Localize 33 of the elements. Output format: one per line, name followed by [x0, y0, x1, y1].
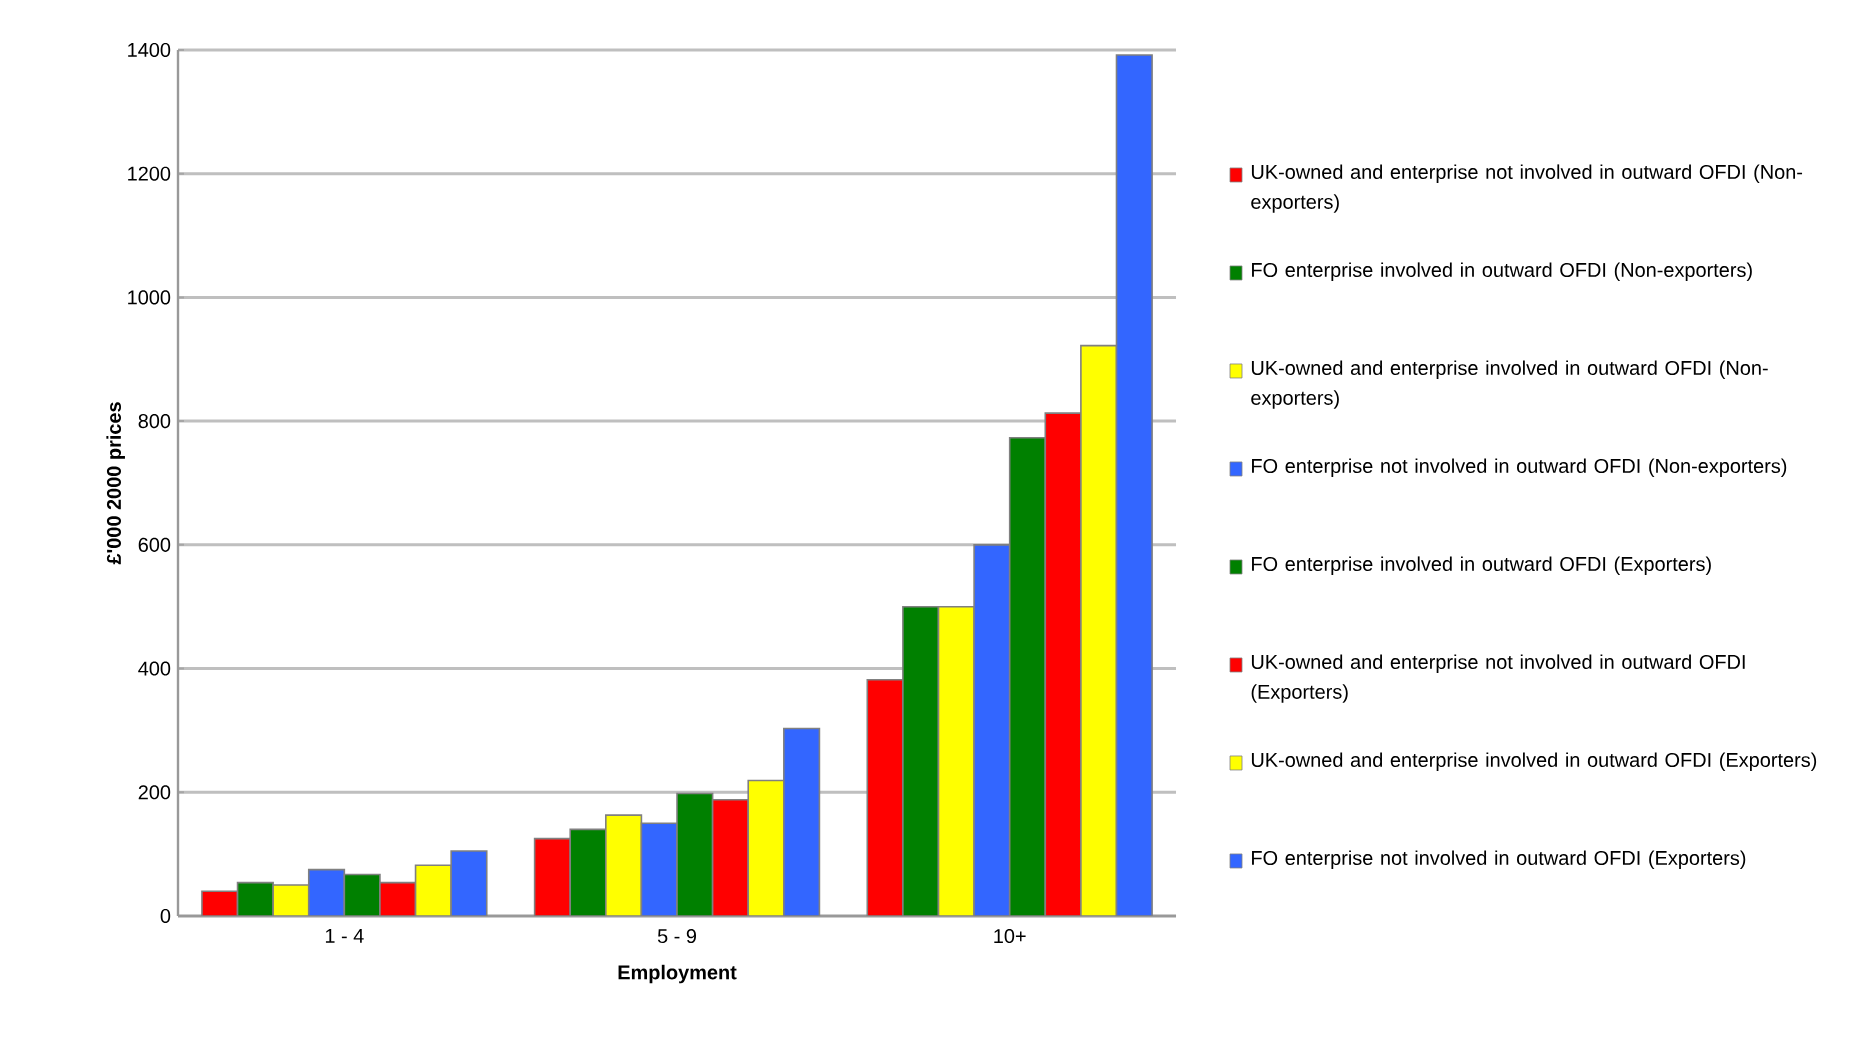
bar: [937, 605, 975, 916]
legend-label: UK-owned and enterprise not involved in outward OFDI (Non-exporters): [1251, 164, 1803, 213]
bar: [605, 814, 643, 916]
bar: [902, 605, 940, 916]
y-axis-title: £'000 2000 prices: [106, 402, 125, 565]
x-tick-label: 5 - 9: [657, 929, 697, 944]
legend-label: FO enterprise involved in outward OFDI (Exporters): [1252, 556, 1711, 575]
bar: [307, 868, 346, 916]
bar: [973, 544, 1011, 916]
legend-label: FO enterprise not involved in outward OFDI (Non-exporters): [1252, 458, 1787, 477]
bar: [343, 873, 381, 916]
bar: [569, 828, 607, 916]
bar: [236, 881, 274, 916]
y-tick-label: 800: [138, 414, 171, 429]
y-tick-label: 1400: [128, 42, 171, 58]
legend-label: UK-owned and enterprise not involved in outward OFDI (Exporters): [1251, 654, 1745, 703]
y-tick-label: 200: [138, 785, 171, 800]
legend-label: UK-owned and enterprise involved in outward OFDI (Exporters): [1251, 752, 1817, 771]
y-tick-label: 0: [160, 908, 171, 924]
y-tick-label: 1200: [128, 166, 171, 181]
x-tick-label: 1 - 4: [325, 928, 364, 943]
legend-label: FO enterprise not involved in outward OFDI (Exporters): [1252, 850, 1746, 869]
x-tick-label: 10+: [994, 929, 1026, 944]
bar: [272, 884, 310, 916]
y-tick-label: 600: [138, 537, 171, 552]
x-axis-title: Employment: [618, 964, 737, 984]
legend-label: FO enterprise involved in outward OFDI (Non-exporters): [1252, 262, 1752, 281]
bar: [640, 822, 678, 916]
y-tick-label: 1000: [128, 290, 171, 305]
bar: [676, 792, 714, 916]
y-tick-label: 400: [138, 661, 171, 676]
legend-label: UK-owned and enterprise involved in outward OFDI (Non-exporters): [1251, 360, 1768, 409]
bar: [1008, 437, 1047, 916]
